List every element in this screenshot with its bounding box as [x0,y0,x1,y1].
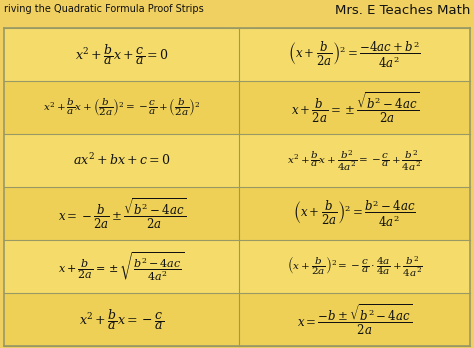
Text: $\left(x+\dfrac{b}{2a}\right)^2=\dfrac{-4ac+b^2}{4a^2}$: $\left(x+\dfrac{b}{2a}\right)^2=\dfrac{-… [288,39,421,70]
Bar [239,187,470,240]
Text: riving the Quadratic Formula Proof Strips: riving the Quadratic Formula Proof Strip… [4,4,204,14]
Text: $x^2+\dfrac{b}{a}x+\dfrac{c}{a}=0$: $x^2+\dfrac{b}{a}x+\dfrac{c}{a}=0$ [75,42,169,67]
Text: $ax^2+bx+c=0$: $ax^2+bx+c=0$ [73,152,171,168]
Text: $x=-\dfrac{b}{2a}\pm\dfrac{\sqrt{b^2-4ac}}{2a}$: $x=-\dfrac{b}{2a}\pm\dfrac{\sqrt{b^2-4ac… [57,196,186,231]
Bar [4,81,239,134]
Text: $x+\dfrac{b}{2a}=\pm\dfrac{\sqrt{b^2-4ac}}{2a}$: $x+\dfrac{b}{2a}=\pm\dfrac{\sqrt{b^2-4ac… [291,90,419,125]
Text: $\left(x+\dfrac{b}{2a}\right)^2=-\dfrac{c}{a}\cdot\dfrac{4a}{4a}+\dfrac{b^2}{4a^: $\left(x+\dfrac{b}{2a}\right)^2=-\dfrac{… [287,254,423,279]
Text: $\left(x+\dfrac{b}{2a}\right)^2=\dfrac{b^2-4ac}{4a^2}$: $\left(x+\dfrac{b}{2a}\right)^2=\dfrac{b… [293,198,416,229]
Bar [239,81,470,134]
Bar [4,187,239,240]
Text: $x^2+\dfrac{b}{a}x+\left(\dfrac{b}{2a}\right)^2=-\dfrac{c}{a}+\left(\dfrac{b}{2a: $x^2+\dfrac{b}{a}x+\left(\dfrac{b}{2a}\r… [43,96,201,119]
Text: $x^2+\dfrac{b}{a}x=-\dfrac{c}{a}$: $x^2+\dfrac{b}{a}x=-\dfrac{c}{a}$ [79,307,164,332]
Bar [4,293,239,346]
Text: $x^2+\dfrac{b}{a}x+\dfrac{b^2}{4a^2}=-\dfrac{c}{a}+\dfrac{b^2}{4a^2}$: $x^2+\dfrac{b}{a}x+\dfrac{b^2}{4a^2}=-\d… [287,148,422,173]
Bar [4,28,239,81]
Text: Mrs. E Teaches Math: Mrs. E Teaches Math [335,4,470,17]
Bar [239,134,470,187]
Bar [239,293,470,346]
Bar [4,134,239,187]
Bar [239,240,470,293]
Bar [239,28,470,81]
Text: $x=\dfrac{-b\pm\sqrt{b^2-4ac}}{2a}$: $x=\dfrac{-b\pm\sqrt{b^2-4ac}}{2a}$ [297,302,412,337]
Text: $x+\dfrac{b}{2a}=\pm\sqrt{\dfrac{b^2-4ac}{4a^2}}$: $x+\dfrac{b}{2a}=\pm\sqrt{\dfrac{b^2-4ac… [58,250,185,283]
Bar [4,240,239,293]
